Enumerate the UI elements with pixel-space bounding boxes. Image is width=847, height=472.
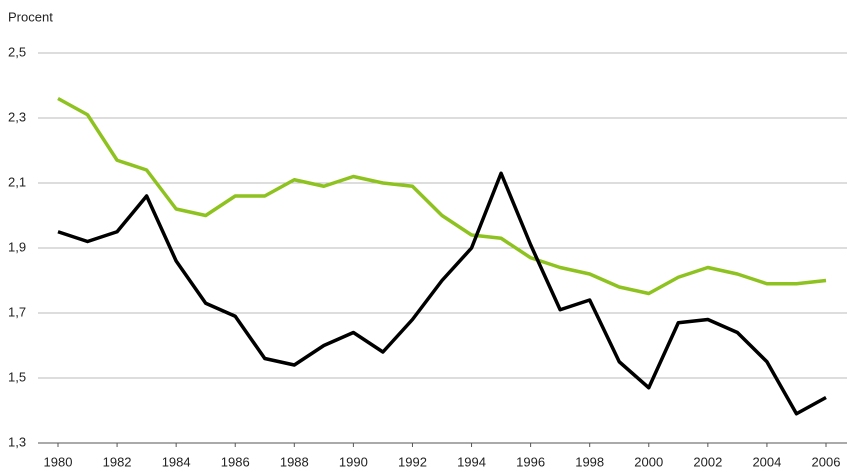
x-tick-label: 1982 — [103, 454, 132, 469]
y-axis-label: Procent — [8, 9, 53, 24]
x-tick-label: 1996 — [516, 454, 545, 469]
series-line — [57, 171, 827, 416]
y-tick-label: 2,3 — [8, 109, 26, 124]
y-tick-label: 2,5 — [8, 44, 26, 59]
x-tick-label: 2004 — [752, 454, 781, 469]
series-line — [57, 96, 827, 296]
y-tick-label: 1,5 — [8, 369, 26, 384]
x-tick-label: 1984 — [162, 454, 191, 469]
x-tick-label: 1998 — [575, 454, 604, 469]
y-tick-label: 1,9 — [8, 239, 26, 254]
x-tick-label: 1988 — [280, 454, 309, 469]
x-tick-label: 2000 — [634, 454, 663, 469]
x-tick-label: 1980 — [44, 454, 73, 469]
x-tick-label: 2006 — [812, 454, 841, 469]
x-tick-label: 1994 — [457, 454, 486, 469]
x-tick-label: 1992 — [398, 454, 427, 469]
y-tick-label: 2,1 — [8, 174, 26, 189]
y-tick-label: 1,7 — [8, 304, 26, 319]
y-tick-label: 1,3 — [8, 434, 26, 449]
x-tick-label: 2002 — [693, 454, 722, 469]
x-tick-label: 1990 — [339, 454, 368, 469]
x-tick-label: 1986 — [221, 454, 250, 469]
